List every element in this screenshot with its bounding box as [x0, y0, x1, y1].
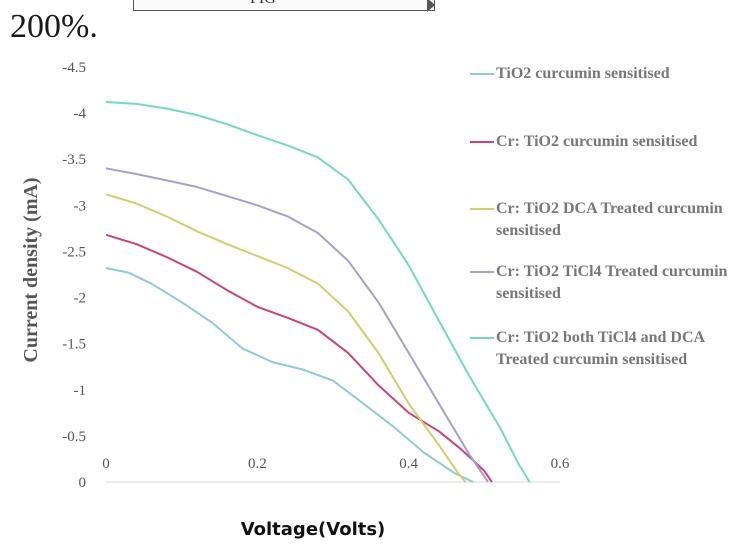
x-tick-label: 0.4 [399, 456, 418, 472]
series-line-4 [105, 167, 489, 483]
figure-label-box-pointer [427, 0, 435, 12]
y-tick-label: -2.5 [62, 244, 86, 260]
y-tick-label: -1 [74, 383, 87, 399]
x-axis-label: Voltage(Volts) [241, 519, 386, 540]
y-tick-label: -2 [74, 291, 87, 307]
y-tick-label: -3.5 [62, 152, 86, 168]
y-tick-label: -1.5 [62, 337, 86, 353]
legend-label: Cr: TiO2 curcumin sensitised [496, 133, 698, 150]
y-tick-label: -4.5 [62, 60, 86, 76]
legend-label: Cr: TiO2 both TiCl4 and DCA Treated curc… [496, 329, 705, 368]
legend-label: TiO2 curcumin sensitised [496, 65, 670, 82]
x-tick-label: 0.2 [248, 456, 267, 472]
y-tick-labels: 0 -0.5 -1 -1.5 -2 -2.5 -3 -3.5 -4 -4.5 [62, 60, 86, 491]
series-line-1 [105, 267, 474, 483]
legend-label: Cr: TiO2 DCA Treated curcumin sensitised [496, 200, 723, 239]
legend-swatch [470, 208, 494, 210]
y-axis-label: Current density (mA) [20, 177, 42, 362]
legend-swatch [470, 337, 494, 339]
series-line-5 [105, 101, 531, 483]
y-tick-label: -4 [74, 106, 87, 122]
legend-swatch [470, 73, 494, 75]
y-tick-label: -3 [74, 198, 87, 214]
legend-swatch [470, 141, 494, 143]
x-tick-label: 0 [102, 456, 110, 472]
legend-label: Cr: TiO2 TiCl4 Treated curcumin sensitis… [496, 263, 728, 302]
legend-swatch [470, 271, 494, 273]
series-line-2 [105, 233, 493, 483]
x-tick-label: 0.6 [551, 456, 570, 472]
y-tick-label: -0.5 [62, 429, 86, 445]
series-lines [105, 101, 531, 483]
heading-percentage-text: 200%. [10, 8, 98, 45]
y-tick-label: 0 [79, 475, 87, 491]
x-tick-labels: 0 0.2 0.4 0.6 [102, 456, 570, 472]
series-line-3 [105, 193, 467, 483]
figure-label-text: FIG [250, 0, 276, 8]
